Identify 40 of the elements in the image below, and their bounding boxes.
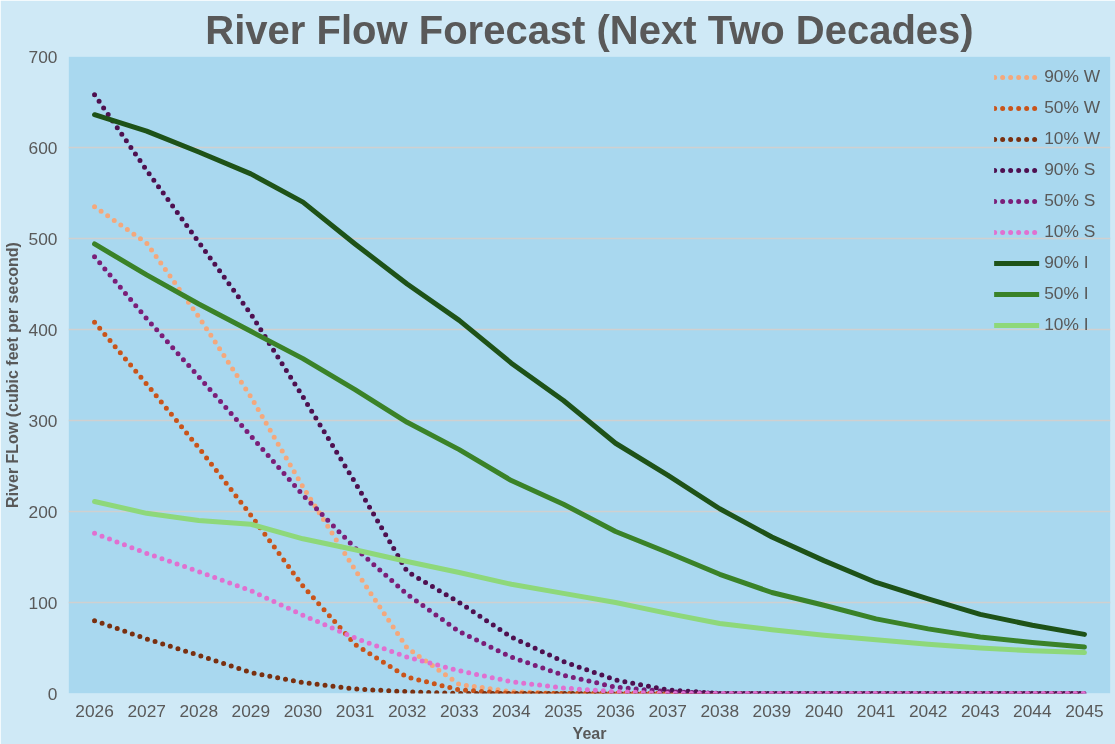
x-tick-label: 2040 [804,700,844,721]
x-tick-label: 2045 [1065,700,1104,721]
legend-label: 50% S [1044,190,1096,211]
y-tick-label: 600 [28,137,58,158]
y-tick-label: 300 [28,410,58,431]
x-tick-label: 2043 [960,700,1000,721]
x-tick-label: 2041 [856,700,896,721]
y-tick-label: 0 [47,683,58,704]
y-tick-label: 100 [28,592,58,613]
legend-label: 10% I [1044,314,1089,335]
x-tick-label: 2034 [492,700,531,721]
legend-label: 10% W [1044,128,1100,149]
x-tick-label: 2033 [439,700,479,721]
y-tick-label: 500 [28,228,58,249]
x-tick-label: 2042 [908,700,948,721]
legend-label: 90% S [1044,159,1096,180]
y-tick-label: 200 [28,501,58,522]
x-tick-label: 2030 [283,700,323,721]
x-axis-title: Year [572,724,607,742]
legend-label: 50% W [1044,97,1100,118]
legend-label: 90% W [1044,66,1100,87]
legend-label: 90% I [1044,252,1089,273]
chart-title: River Flow Forecast (Next Two Decades) [205,7,974,52]
x-tick-label: 2031 [335,700,375,721]
x-tick-label: 2032 [387,700,427,721]
x-tick-label: 2026 [75,700,114,721]
x-tick-label: 2038 [700,700,740,721]
legend-label: 50% I [1044,283,1089,304]
x-tick-label: 2039 [752,700,792,721]
y-tick-label: 700 [28,46,58,67]
x-tick-label: 2028 [179,700,219,721]
x-tick-label: 2036 [596,700,635,721]
y-tick-label: 400 [28,319,58,340]
x-tick-label: 2027 [127,700,166,721]
x-tick-label: 2037 [648,700,687,721]
y-axis-title: River FLow (cubic feet per second) [3,242,21,508]
x-tick-label: 2044 [1013,700,1052,721]
x-tick-label: 2029 [231,700,271,721]
x-tick-label: 2035 [544,700,583,721]
legend-label: 10% S [1044,221,1096,242]
